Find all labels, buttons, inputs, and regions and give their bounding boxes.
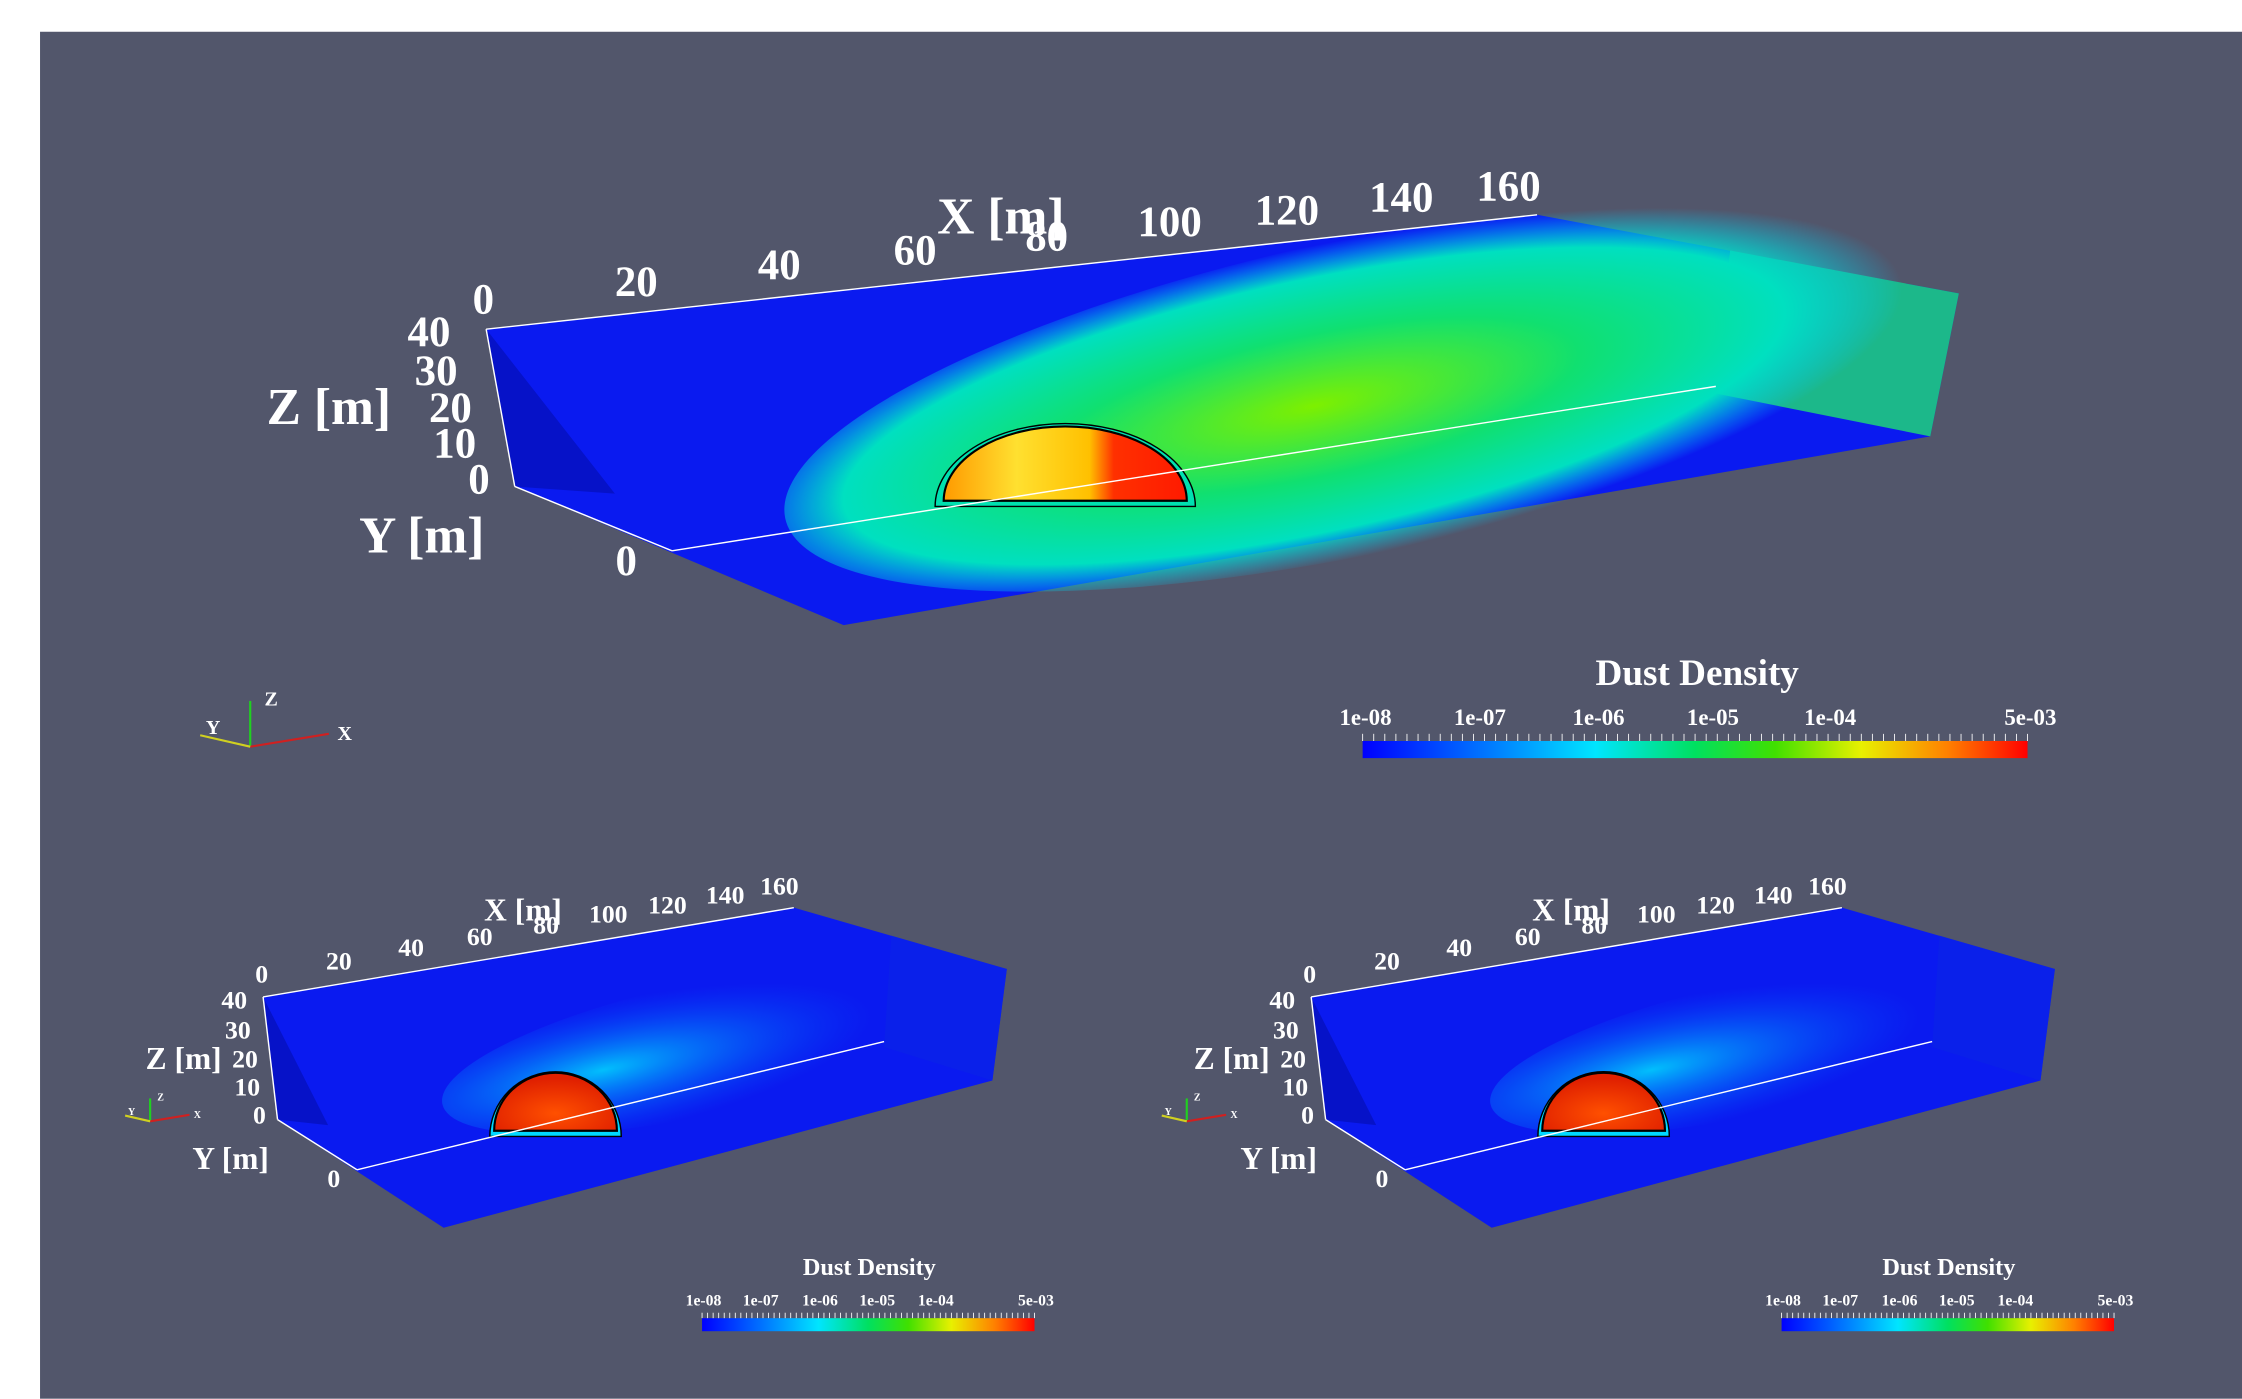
x-tick-label: 40	[1446, 933, 1472, 962]
orientation-z-label: Z	[1194, 1093, 1201, 1104]
x-tick-label: 140	[1754, 881, 1793, 910]
z-axis-title: Z [m]	[267, 379, 391, 436]
orientation-z-label: Z	[157, 1093, 164, 1104]
x-tick-label: 20	[1374, 946, 1400, 975]
x-tick-label: 140	[706, 881, 745, 910]
colorbar-label: 5e-03	[2098, 1292, 2134, 1309]
colorbar-label: 1e-08	[1339, 705, 1391, 730]
x-tick-label: 0	[473, 276, 494, 323]
page: {"panels": [ {"x_axis_title": "X [m]", "…	[0, 0, 2242, 1399]
x-tick-label: 60	[894, 228, 937, 275]
render-view: 0204060801001201401604030201000X [m]Z [m…	[0, 0, 2242, 1399]
z-tick-label: 0	[468, 456, 489, 503]
colorbar-label: 1e-08	[686, 1292, 722, 1309]
colorbar-label: 1e-06	[1882, 1292, 1918, 1309]
colorbar-label: 1e-08	[1765, 1292, 1801, 1309]
colorbar-label: 1e-04	[1997, 1292, 2033, 1309]
x-tick-label: 40	[398, 933, 424, 962]
x-tick-label: 160	[1808, 872, 1847, 901]
z-tick-label: 40	[1269, 985, 1295, 1014]
colorbar	[1782, 1318, 2114, 1331]
x-tick-label: 20	[326, 946, 352, 975]
colorbar-label: 5e-03	[2004, 705, 2056, 730]
x-tick-label: 120	[1255, 188, 1319, 235]
colorbar-label: 1e-07	[1454, 705, 1506, 730]
orientation-y-label: Y	[1165, 1107, 1173, 1118]
y-tick-label: 0	[1376, 1164, 1389, 1193]
x-tick-label: 140	[1369, 175, 1433, 222]
x-tick-label: 160	[760, 872, 799, 901]
orientation-y-label: Y	[128, 1107, 136, 1118]
x-axis-title: X [m]	[937, 189, 1064, 246]
colorbar-label: 1e-07	[743, 1292, 779, 1309]
colorbar-label: 5e-03	[1018, 1292, 1054, 1309]
z-tick-label: 0	[1301, 1100, 1314, 1129]
colorbar-label: 1e-06	[802, 1292, 838, 1309]
orientation-x-label: X	[1230, 1110, 1238, 1121]
colorbar-label: 1e-04	[918, 1292, 954, 1309]
colorbar-title: Dust Density	[1882, 1254, 2015, 1281]
x-axis-title: X [m]	[1532, 892, 1610, 927]
colorbar-label: 1e-05	[859, 1292, 895, 1309]
z-tick-label: 30	[225, 1016, 251, 1045]
z-tick-label: 0	[253, 1100, 266, 1129]
orientation-z-label: Z	[265, 689, 278, 711]
colorbar-label: 1e-07	[1822, 1292, 1858, 1309]
colorbar-label: 1e-06	[1573, 705, 1625, 730]
x-axis-title: X [m]	[484, 892, 562, 927]
colorbar-label: 1e-05	[1939, 1292, 1975, 1309]
x-tick-label: 100	[589, 900, 628, 929]
y-axis-title: Y [m]	[1240, 1141, 1317, 1176]
y-axis-title: Y [m]	[192, 1141, 269, 1176]
x-tick-label: 160	[1476, 163, 1540, 210]
x-tick-label: 120	[1696, 891, 1735, 920]
z-tick-label: 40	[221, 985, 247, 1014]
colorbar-label: 1e-04	[1804, 705, 1856, 730]
orientation-x-label: X	[337, 723, 352, 745]
colorbar-label: 1e-05	[1687, 705, 1739, 730]
colorbar	[702, 1318, 1034, 1331]
x-tick-label: 100	[1637, 900, 1676, 929]
colorbar	[1363, 741, 2028, 758]
z-axis-title: Z [m]	[146, 1041, 222, 1076]
z-tick-label: 10	[1282, 1072, 1308, 1101]
colorbar-title: Dust Density	[1596, 653, 1800, 694]
x-tick-label: 40	[758, 242, 801, 289]
x-tick-label: 0	[255, 960, 268, 989]
y-tick-label: 0	[616, 538, 637, 585]
x-tick-label: 0	[1303, 960, 1316, 989]
y-axis-title: Y [m]	[359, 508, 484, 565]
x-tick-label: 120	[648, 891, 687, 920]
z-tick-label: 20	[232, 1045, 258, 1074]
y-tick-label: 0	[327, 1164, 340, 1193]
z-tick-label: 10	[234, 1072, 260, 1101]
z-tick-label: 20	[1280, 1045, 1306, 1074]
orientation-y-label: Y	[206, 717, 221, 739]
orientation-x-label: X	[194, 1110, 202, 1121]
x-tick-label: 100	[1137, 199, 1201, 246]
colorbar-title: Dust Density	[803, 1254, 936, 1281]
x-tick-label: 20	[615, 259, 658, 306]
z-axis-title: Z [m]	[1194, 1041, 1270, 1076]
z-tick-label: 30	[1273, 1016, 1299, 1045]
